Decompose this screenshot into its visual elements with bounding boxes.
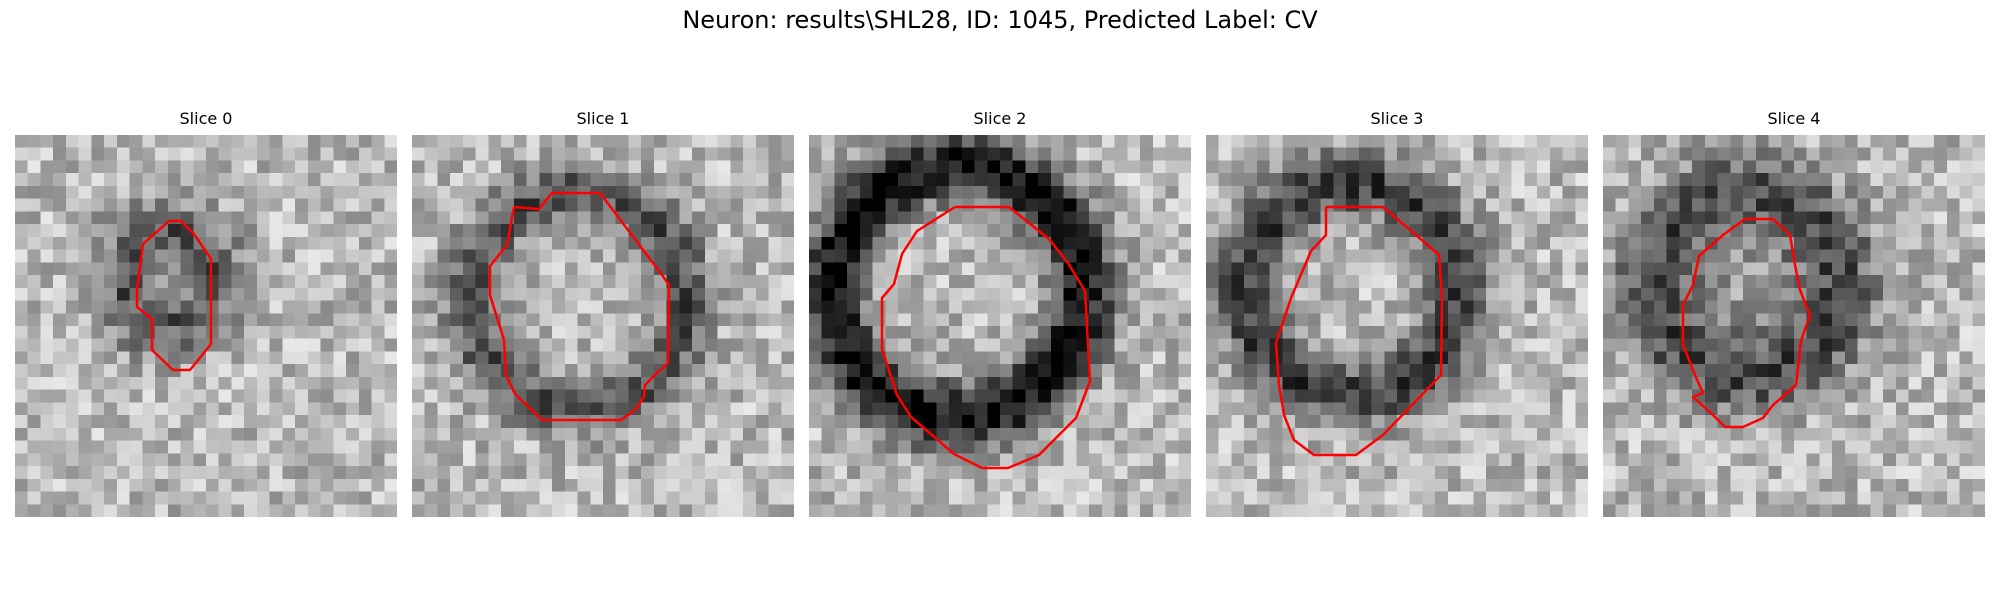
slice-panel-3: Slice 3	[1206, 108, 1588, 517]
red-contour-overlay	[1681, 217, 1812, 429]
slice-title: Slice 3	[1370, 109, 1424, 128]
slice-panel-2: Slice 2	[809, 108, 1191, 517]
slice-title: Slice 0	[179, 109, 233, 128]
contour-line	[488, 191, 671, 422]
slice-image	[15, 135, 397, 517]
micrograph	[15, 135, 397, 517]
red-contour-overlay	[1274, 205, 1444, 457]
red-contour-overlay	[488, 191, 671, 422]
red-contour-overlay	[880, 205, 1092, 470]
slice-title: Slice 1	[576, 109, 630, 128]
slice-title: Slice 4	[1767, 109, 1821, 128]
slice-image	[1603, 135, 1985, 517]
figure-title: Neuron: results\SHL28, ID: 1045, Predict…	[682, 6, 1318, 34]
red-contour-overlay	[135, 219, 213, 372]
contour-line	[1274, 205, 1444, 457]
slice-title: Slice 2	[973, 109, 1027, 128]
slice-panel-1: Slice 1	[412, 108, 794, 517]
contour-line	[880, 205, 1092, 470]
slice-image	[809, 135, 1191, 517]
contour-line	[135, 219, 213, 372]
slice-image	[1206, 135, 1588, 517]
slice-panel-4: Slice 4	[1603, 108, 1985, 517]
slice-panel-0: Slice 0	[15, 108, 397, 517]
slice-image	[412, 135, 794, 517]
contour-line	[1681, 217, 1812, 429]
micrograph	[1206, 135, 1588, 517]
micrograph	[809, 135, 1191, 517]
micrograph	[1603, 135, 1985, 517]
